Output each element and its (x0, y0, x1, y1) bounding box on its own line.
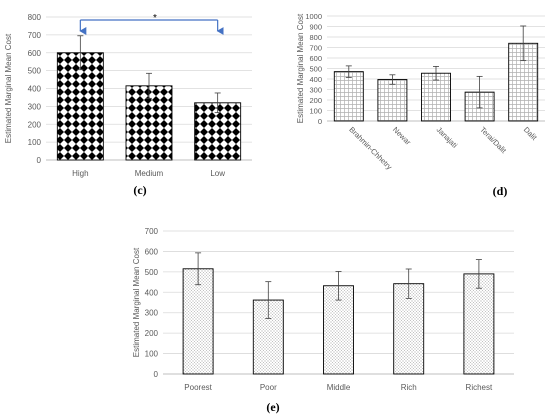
y-tick-100: 100 (145, 350, 159, 359)
error-bar-high (77, 35, 84, 71)
bars (333, 42, 539, 122)
error-bar-newar (389, 74, 396, 85)
x-tick-newar: Newar (391, 125, 413, 147)
y-tick-1000: 1000 (305, 12, 322, 21)
bar-high (56, 52, 104, 161)
bars (56, 52, 242, 161)
error-bar-poor (265, 281, 272, 319)
x-tick-terai-dalit: Terai/Dalit (478, 125, 509, 156)
y-tick-0: 0 (37, 156, 42, 165)
error-bar-terai-dalit (476, 75, 483, 109)
y-tick-200: 200 (28, 120, 42, 129)
y-tick-500: 500 (309, 65, 322, 74)
error-bar-rich (405, 268, 412, 299)
significance-annotation: * (79, 13, 224, 35)
error-bar-brahmin-chhetry (345, 65, 352, 78)
y-tick-800: 800 (309, 33, 322, 42)
error-bar-janajati (433, 66, 439, 81)
bar-poorest (182, 268, 214, 375)
error-bars (195, 252, 482, 319)
y-tick-100: 100 (309, 107, 322, 116)
y-axis-label: Estimated Marginal Mean Cost (132, 247, 141, 357)
panel-label-c: (c) (133, 183, 146, 197)
y-tick-700: 700 (309, 44, 322, 53)
x-tick-poor: Poor (260, 383, 277, 392)
x-tick-brahmin-chhetry: Brahmin-Chhetry (347, 125, 394, 172)
y-tick-600: 600 (145, 247, 159, 256)
y-tick-500: 500 (28, 67, 42, 76)
y-tick-700: 700 (145, 227, 159, 236)
x-tick-poorest: Poorest (184, 383, 212, 392)
significance-star: * (153, 13, 157, 24)
panel-label-e: (e) (266, 400, 279, 414)
x-tick-medium: Medium (135, 169, 164, 178)
bar-newar (377, 79, 408, 122)
x-tick-janajati: Janajati (435, 125, 460, 150)
x-tick-rich: Rich (401, 383, 417, 392)
error-bar-medium (146, 72, 152, 99)
y-tick-labels: 0 100 200 300 400 500 600 700 (145, 227, 159, 379)
y-tick-300: 300 (145, 309, 159, 318)
error-bar-richest (475, 259, 482, 289)
y-axis-label: Estimated Marginal Mean Cost (4, 33, 13, 143)
y-tick-500: 500 (145, 268, 159, 277)
x-tick-dalit: Dalit (522, 125, 540, 143)
y-tick-800: 800 (28, 13, 42, 22)
bar-brahmin-chhetry (333, 71, 364, 122)
panel-label-d: (d) (493, 184, 508, 198)
error-bars (77, 35, 221, 114)
x-tick-middle: Middle (327, 383, 351, 392)
y-tick-0: 0 (154, 370, 159, 379)
error-bars (345, 25, 527, 109)
y-tick-100: 100 (28, 138, 42, 147)
y-tick-labels: 0 100 200 300 400 500 600 700 800 (28, 13, 42, 165)
y-tick-400: 400 (28, 85, 42, 94)
y-tick-0: 0 (318, 117, 322, 126)
y-tick-900: 900 (309, 23, 322, 32)
y-tick-300: 300 (28, 102, 42, 111)
y-tick-300: 300 (309, 86, 322, 95)
y-tick-200: 200 (309, 96, 322, 105)
chart-panel-e: 0 100 200 300 400 500 600 700 Poorest Poor Middle… (132, 227, 514, 414)
error-bar-middle (335, 271, 342, 301)
error-bar-low (214, 92, 221, 114)
bars (182, 268, 495, 375)
y-tick-600: 600 (28, 49, 42, 58)
x-tick-labels: High Medium Low (72, 169, 225, 178)
y-tick-400: 400 (145, 288, 159, 297)
error-bar-poorest (195, 252, 202, 286)
x-tick-labels: Poorest Poor Middle Rich Richest (184, 383, 493, 392)
y-axis-label: Estimated Marginal Mean Cost (296, 13, 305, 123)
x-tick-richest: Richest (466, 383, 493, 392)
x-tick-low: Low (210, 169, 225, 178)
error-bar-dalit (520, 25, 527, 62)
y-tick-700: 700 (28, 31, 42, 40)
bar-richest (463, 273, 495, 375)
y-tick-200: 200 (145, 329, 159, 338)
x-tick-high: High (72, 169, 88, 178)
bar-janajati (421, 72, 451, 122)
y-tick-600: 600 (309, 54, 322, 63)
y-tick-400: 400 (309, 75, 322, 84)
